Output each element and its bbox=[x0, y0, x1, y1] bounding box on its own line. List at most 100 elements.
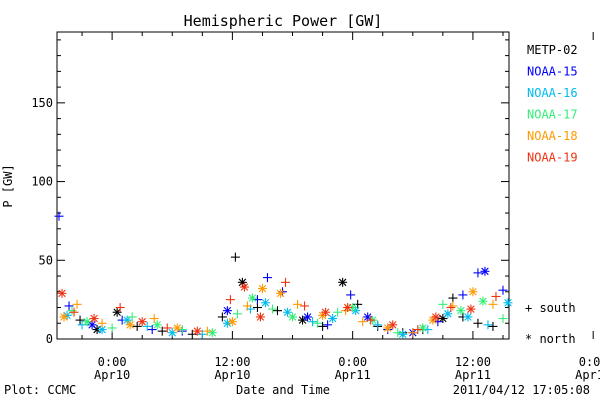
north-point bbox=[443, 309, 453, 319]
series-noaa-17 bbox=[67, 293, 508, 338]
north-point bbox=[398, 329, 408, 339]
north-point bbox=[207, 328, 217, 338]
south-point bbox=[115, 303, 125, 313]
south-point bbox=[448, 293, 458, 303]
north-point bbox=[57, 288, 67, 298]
north-point bbox=[122, 315, 132, 325]
south-point bbox=[162, 323, 172, 333]
south-point bbox=[230, 252, 240, 262]
south-point bbox=[473, 318, 483, 328]
north-point bbox=[418, 323, 428, 333]
north-point bbox=[468, 287, 478, 297]
south-point bbox=[242, 301, 252, 311]
south-point bbox=[197, 329, 207, 339]
south-point bbox=[393, 328, 403, 338]
series-noaa-15 bbox=[54, 211, 508, 338]
south-point bbox=[473, 268, 483, 278]
north-point bbox=[343, 303, 353, 313]
north-point bbox=[257, 284, 267, 294]
south-point bbox=[147, 325, 157, 335]
south-point bbox=[107, 323, 117, 333]
south-point bbox=[69, 307, 79, 317]
north-point bbox=[298, 315, 308, 325]
south-point bbox=[358, 317, 368, 327]
south-point bbox=[498, 285, 508, 295]
north-point bbox=[463, 312, 473, 322]
south-point bbox=[149, 314, 159, 324]
north-point bbox=[383, 323, 393, 333]
y-tick-label: 150 bbox=[31, 96, 53, 110]
x-tick-label-time: 12:00 bbox=[455, 355, 491, 369]
south-point bbox=[267, 304, 277, 314]
x-tick-label-date: Apr11 bbox=[335, 368, 371, 382]
south-point bbox=[448, 301, 458, 311]
south-point bbox=[413, 325, 423, 335]
south-point bbox=[187, 329, 197, 339]
south-point bbox=[281, 277, 291, 287]
north-point bbox=[260, 298, 270, 308]
north-point bbox=[192, 326, 202, 336]
legend-entry: NOAA-19 bbox=[527, 151, 578, 165]
south-point bbox=[408, 328, 418, 338]
south-point bbox=[323, 320, 333, 330]
north-point bbox=[456, 306, 466, 316]
x-tick-label-time: 0:00 bbox=[98, 355, 127, 369]
north-point bbox=[152, 320, 162, 330]
legend-entry: NOAA-17 bbox=[527, 108, 578, 122]
north-point bbox=[59, 312, 69, 322]
plot-frame bbox=[56, 31, 510, 340]
south-point bbox=[488, 321, 498, 331]
south-point bbox=[202, 326, 212, 336]
south-point bbox=[75, 315, 85, 325]
south-point bbox=[353, 299, 363, 309]
south-point bbox=[373, 320, 383, 330]
legend-entry: METP-02 bbox=[527, 43, 578, 57]
footer-credit: Plot: CCMC bbox=[4, 383, 76, 397]
south-point bbox=[300, 301, 310, 311]
north-point bbox=[288, 312, 298, 322]
north-point bbox=[172, 323, 182, 333]
north-point bbox=[89, 314, 99, 324]
south-point bbox=[308, 317, 318, 327]
south-point bbox=[333, 307, 343, 317]
north-point bbox=[222, 306, 232, 316]
series-noaa-16 bbox=[62, 298, 513, 339]
series-noaa-19 bbox=[57, 277, 501, 336]
x-axis-label: Date and Time bbox=[236, 383, 330, 397]
south-point bbox=[366, 315, 376, 325]
south-point bbox=[491, 291, 501, 301]
y-axis-label: P [GW] bbox=[1, 164, 15, 207]
south-point bbox=[54, 211, 64, 221]
south-point bbox=[142, 321, 152, 331]
y-tick-label: 100 bbox=[31, 175, 53, 189]
south-point bbox=[313, 318, 323, 328]
south-point bbox=[262, 273, 272, 283]
legend-entry: NOAA-16 bbox=[527, 86, 578, 100]
series-metp-02 bbox=[75, 252, 498, 339]
north-point bbox=[503, 298, 513, 308]
south-point bbox=[318, 321, 328, 331]
south-point bbox=[67, 306, 77, 316]
x-tick-label-date: Apr11 bbox=[455, 368, 491, 382]
south-point bbox=[458, 290, 468, 300]
south-point bbox=[225, 295, 235, 305]
north-point bbox=[227, 317, 237, 327]
series-legend: METP-02 NOAA-15 NOAA-16 NOAA-17 NOAA-18 NOAA-… bbox=[527, 43, 578, 165]
north-point bbox=[125, 320, 135, 330]
x-axis: 0:00Apr1012:00Apr100:00Apr1112:00Apr110:… bbox=[81, 32, 600, 382]
footer-timestamp: 2011/04/12 17:05:08 bbox=[453, 383, 590, 397]
south-point bbox=[157, 326, 167, 336]
legend-entry: NOAA-18 bbox=[527, 129, 578, 143]
south-point bbox=[64, 301, 74, 311]
south-point bbox=[77, 320, 87, 330]
north-point bbox=[388, 320, 398, 330]
south-point bbox=[232, 309, 242, 319]
x-tick-label-date: Apr12 bbox=[575, 368, 600, 382]
x-tick-label-date: Apr10 bbox=[94, 368, 130, 382]
marker-legend: + south * north bbox=[525, 301, 576, 346]
south-point bbox=[346, 290, 356, 300]
south-point bbox=[272, 306, 282, 316]
north-point bbox=[478, 296, 488, 306]
north-point bbox=[321, 307, 331, 317]
south-point bbox=[252, 303, 262, 313]
